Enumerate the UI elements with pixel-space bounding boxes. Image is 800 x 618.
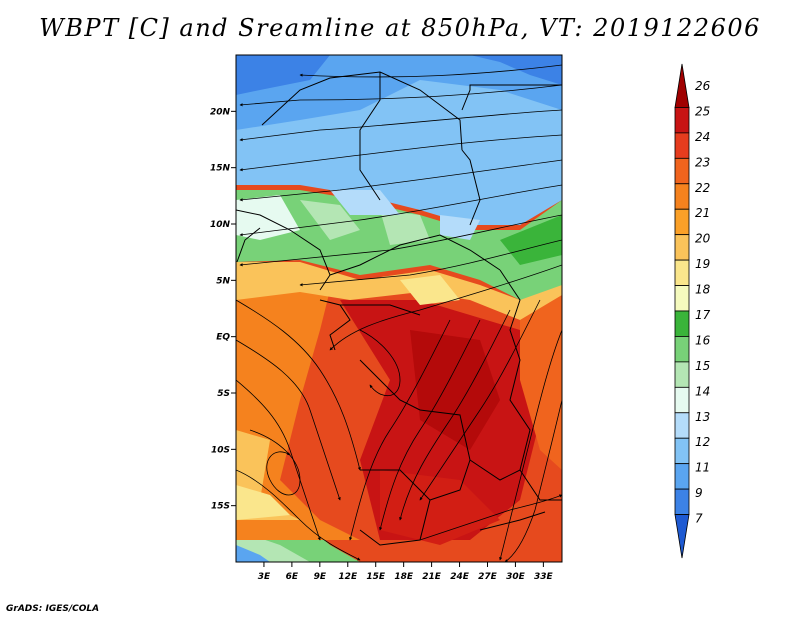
lat-tick-label: EQ [216,333,230,343]
colorbar-label: 20 [695,232,711,246]
colorbar-segment [674,463,690,490]
lon-tick-label: 9E [314,572,327,582]
colorbar-segment [674,336,690,363]
colorbar-segment [674,183,690,210]
colorbar-label: 15 [695,359,710,373]
colorbar-segment [674,488,690,515]
credit-text: GrADS: IGES/COLA [6,604,100,614]
longitude-axis: 3E 6E 9E 12E 15E 18E 21E 24E 27E 30E 33E [258,562,554,582]
lat-tick-label: 10N [210,220,231,230]
colorbar-segment [674,107,690,134]
lon-tick-label: 6E [286,572,299,582]
colorbar-label: 25 [695,104,710,118]
colorbar-segment [674,361,690,388]
colorbar-bottom-arrow [674,514,690,559]
lon-tick-label: 3E [258,572,271,582]
colorbar-label: 24 [695,130,710,144]
colorbar-label: 17 [695,308,711,322]
streamlines [236,64,562,562]
colorbar-segment [674,412,690,439]
colorbar-segment [674,234,690,261]
lon-tick-label: 12E [338,572,358,582]
colorbar-label: 16 [695,333,711,347]
lat-tick-label: 15N [210,164,231,174]
lon-tick-label: 18E [394,572,414,582]
colorbar-segment [674,310,690,337]
lon-tick-label: 21E [422,572,442,582]
lon-tick-label: 15E [366,572,386,582]
colorbar: 26 25 24 23 22 21 20 19 18 17 16 15 14 13 12 11 9 7 [674,63,711,559]
colorbar-segment [674,157,690,185]
colorbar-segment [674,132,690,159]
colorbar-top-arrow [674,63,690,108]
lon-tick-label: 33E [534,572,554,582]
colorbar-label: 23 [695,155,710,169]
colorbar-label: 9 [695,486,703,500]
colorbar-segment [674,437,690,465]
lat-tick-label: 15S [211,502,230,512]
colorbar-label: 22 [695,181,710,195]
colorbar-label: 19 [695,257,710,271]
colorbar-segment [674,259,690,286]
lat-tick-label: 10S [211,445,230,455]
country-borders [236,71,562,546]
lat-tick-label: 20N [210,107,231,117]
colorbar-segment [674,208,690,236]
colorbar-label: 7 [695,512,703,526]
colorbar-segment [674,386,690,414]
lat-tick-label: 5N [216,276,230,286]
lon-tick-label: 30E [506,572,526,582]
lat-tick-label: 5S [217,389,230,399]
colorbar-label: 26 [695,79,711,93]
latitude-axis: 20N 15N 10N 5N EQ 5S 10S 15S [210,107,236,512]
lon-tick-label: 27E [478,572,498,582]
colorbar-label: 12 [695,435,710,449]
colorbar-label: 11 [695,461,710,475]
map-title: WBPT [C] and Sreamline at 850hPa, VT: 20… [39,14,761,42]
lon-tick-label: 24E [450,572,470,582]
colorbar-label: 21 [695,206,710,220]
colorbar-label: 18 [695,283,711,297]
colorbar-label: 13 [695,410,710,424]
colorbar-segment [674,285,690,312]
colorbar-label: 14 [695,384,710,398]
map-frame [235,54,563,563]
